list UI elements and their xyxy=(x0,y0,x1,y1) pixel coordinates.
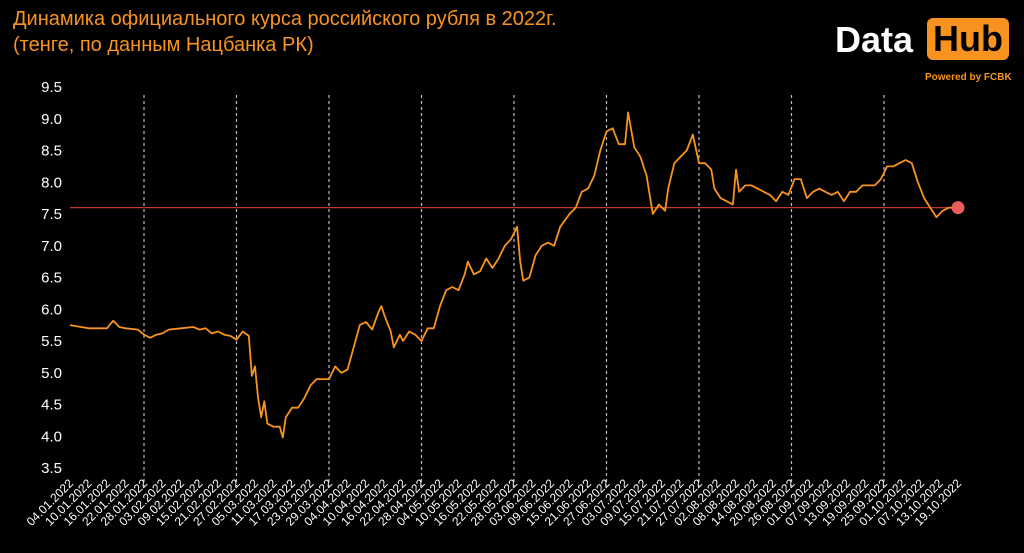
y-tick-label: 8.5 xyxy=(41,143,62,160)
series-layer xyxy=(69,111,965,439)
y-axis: 9.5 9.0 8.5 8.0 7.5 7.0 6.5 6.0 5.5 5.0 4.5 4.0 3.5 xyxy=(41,79,62,477)
brand-data-word: Data xyxy=(835,19,914,60)
y-tick-label: 5.0 xyxy=(41,365,62,382)
y-tick-label: 6.5 xyxy=(41,270,62,287)
y-tick-label: 8.0 xyxy=(41,174,62,191)
brand-logo: Data Hub Powered by FCBK xyxy=(835,14,1015,84)
y-tick-label: 6.0 xyxy=(41,301,62,318)
y-tick-label: 3.5 xyxy=(41,460,62,477)
y-tick-label: 4.5 xyxy=(41,397,62,414)
chart-gridlines xyxy=(143,95,885,486)
y-tick-label: 4.0 xyxy=(41,428,62,445)
y-tick-label: 7.5 xyxy=(41,206,62,223)
brand-hub-badge: Hub xyxy=(927,18,1009,60)
y-tick-label: 9.5 xyxy=(41,79,62,96)
chart-title: Динамика официального курса российского … xyxy=(13,6,557,58)
chart-title-text: Динамика официального курса российского … xyxy=(13,8,557,30)
brand-powered-by: Powered by FCBK xyxy=(925,72,1012,83)
last-point-marker xyxy=(951,201,965,215)
x-axis: 04.01.202210.01.202216.01.202222.01.2022… xyxy=(24,476,965,529)
y-tick-label: 7.0 xyxy=(41,238,62,255)
chart-subtitle: (тенге, по данным Нацбанка РК) xyxy=(13,34,314,56)
y-tick-label: 5.5 xyxy=(41,333,62,350)
series-line xyxy=(69,111,958,439)
y-tick-label: 9.0 xyxy=(41,111,62,128)
